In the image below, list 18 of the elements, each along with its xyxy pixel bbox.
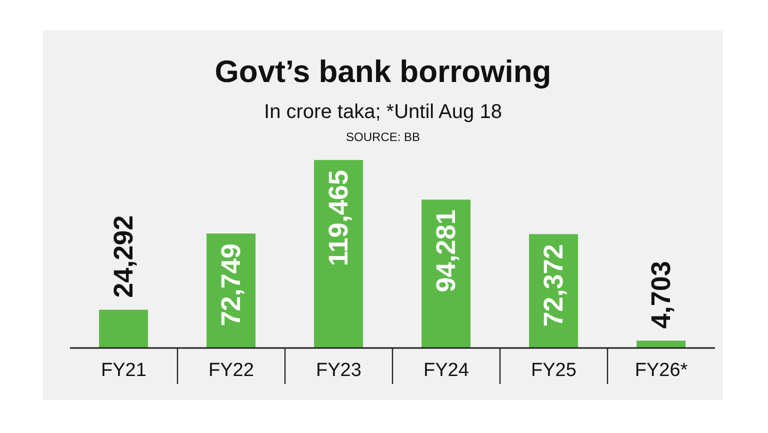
data-label: 24,292 xyxy=(108,215,139,298)
x-tick-label: FY21 xyxy=(101,360,146,381)
bar xyxy=(99,310,148,348)
bar xyxy=(636,340,686,348)
x-tick-label: FY22 xyxy=(208,360,254,381)
data-label: 72,372 xyxy=(538,244,569,327)
data-label: 4,703 xyxy=(646,261,676,329)
x-tick-label: FY23 xyxy=(316,360,362,381)
source-note: SOURCE: BB xyxy=(344,130,421,144)
chart-title: Govt’s bank borrowing xyxy=(214,53,552,90)
bar xyxy=(314,160,364,348)
x-tick-label: FY24 xyxy=(424,360,470,381)
x-tick-label: FY25 xyxy=(531,360,576,381)
x-tick-label: FY26* xyxy=(634,360,688,381)
data-label: 72,749 xyxy=(216,244,246,326)
data-label: 119,465 xyxy=(324,170,354,266)
data-label: 94,281 xyxy=(431,210,462,292)
chart-subtitle: In crore taka; *Until Aug 18 xyxy=(263,100,503,124)
